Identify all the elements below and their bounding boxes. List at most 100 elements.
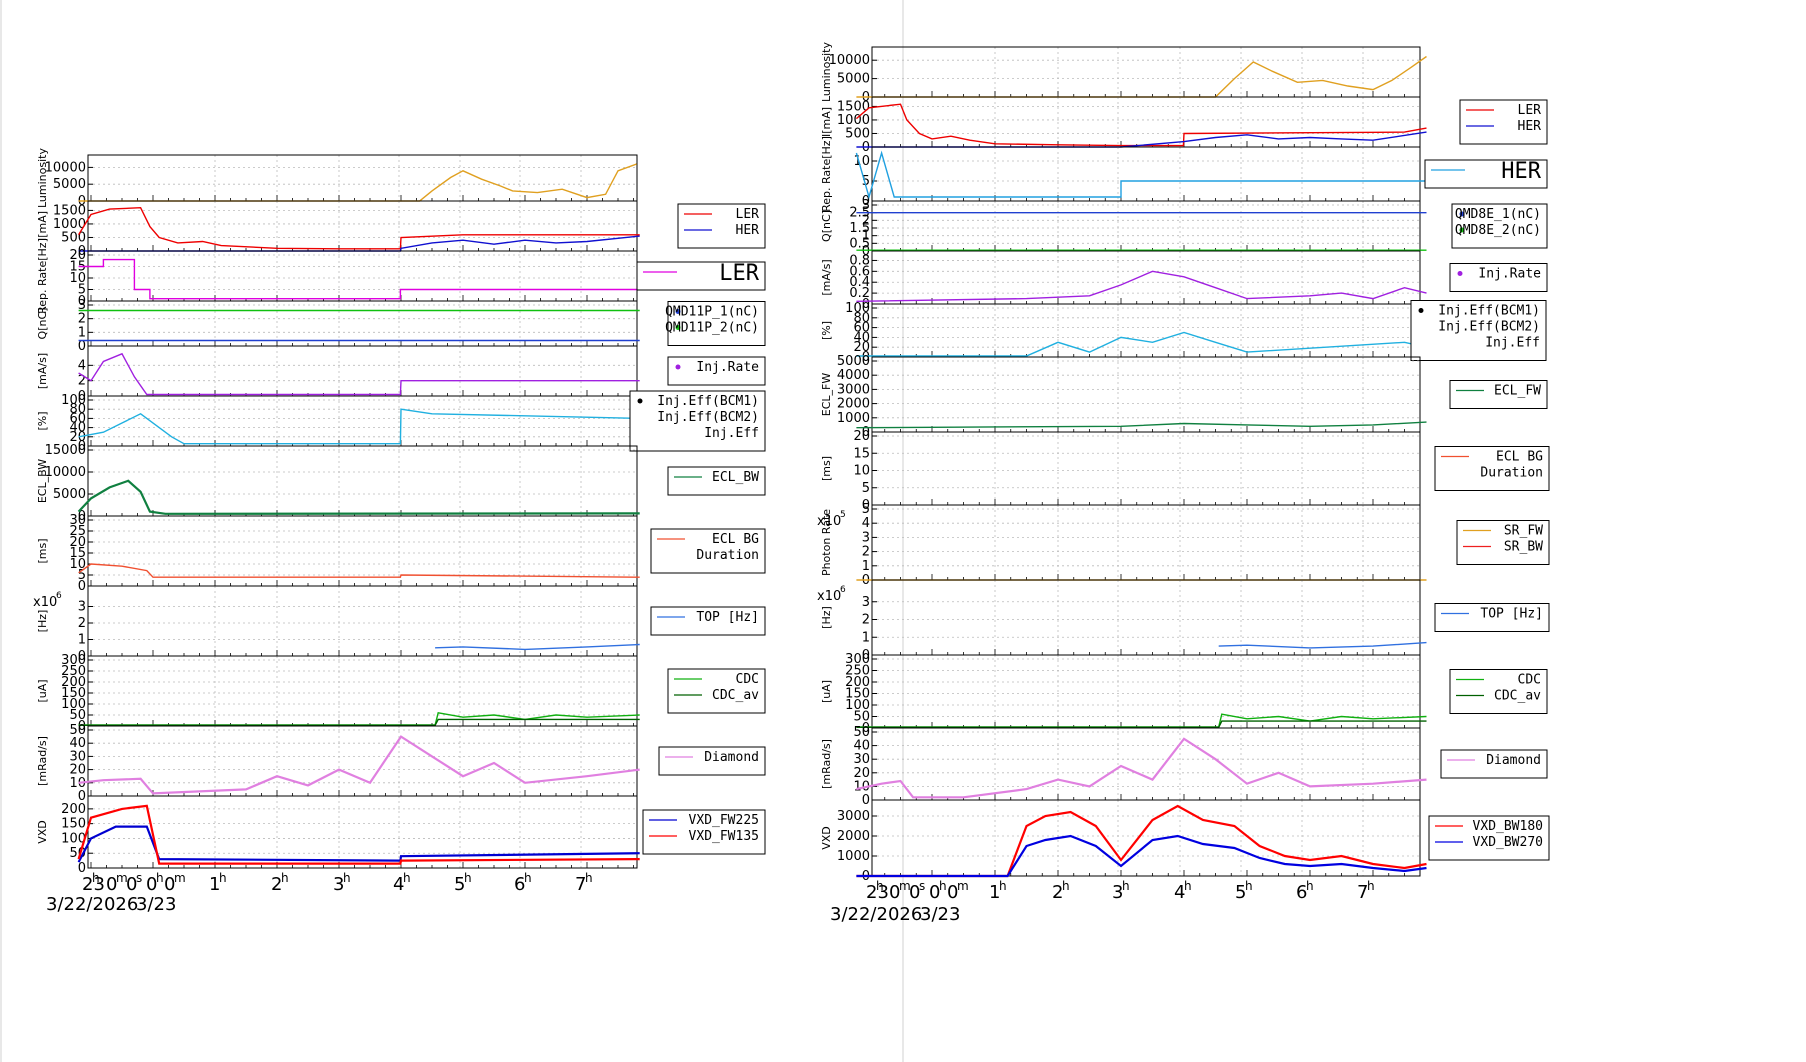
y-tick-label: 2 [78,312,86,327]
panel-5: 0.80.60.40.20 [mA/s] [820,250,1427,312]
x-tick-label: 0 [126,874,137,895]
series-line [856,131,1427,148]
y-axis-label: [Hz] [820,606,833,629]
legend-label: ECL BG [1496,450,1543,465]
y-tick-label: 30 [69,513,86,528]
series-line [78,718,640,726]
legend-label: LER [719,261,759,286]
y-tick-label: 1000 [837,411,870,426]
y-tick-label: 0 [78,389,86,404]
series-line [856,737,1427,799]
legend-box [1410,300,1547,361]
y-multiplier: x10 [817,514,841,529]
y-axis-label: ECL_BW [36,459,49,503]
legend-label: HER [1518,119,1542,134]
legend-label: VXD_BW270 [1473,835,1543,850]
legend-box [658,746,766,776]
x-tick-unit: h [524,871,532,885]
y-tick-label: 0.2 [849,286,870,301]
legend-label: LER [1518,103,1542,118]
legend-label: LER [736,207,760,222]
x-tick-label: 0 [106,874,117,895]
y-tick-label: 0.8 [849,253,870,268]
y-tick-label: 200 [845,675,870,690]
series-line [856,55,1427,98]
y-tick-label: 2 [862,213,870,228]
y-tick-label: 80 [853,311,870,326]
legend-label: Inj.Eff(BCM2) [1438,320,1540,335]
y-tick-label: 5 [78,568,86,583]
legend-label: Inj.Eff [1485,336,1540,351]
y-tick-label: 0.4 [849,275,870,290]
y-tick-label: 2 [78,374,86,389]
legend-label: TOP [Hz] [696,610,759,625]
series-line [77,804,640,865]
y-axis-label: [mA/s] [820,259,833,295]
legend-label: CDC_av [712,688,759,703]
y-tick-label: 10 [69,557,86,572]
y-multiplier: x10 [817,589,841,604]
x-tick-unit: m [174,871,186,885]
series-line [856,331,1427,357]
y-tick-label: 0 [862,425,870,440]
legend-panel-4: QMD11P_1(nC)QMD11P_2(nC) [665,301,766,346]
y-tick-label: 250 [845,664,870,679]
y-tick-label: 3000 [837,382,870,397]
legend-marker [675,309,681,314]
legend-box [1434,603,1550,632]
legend-label: CDC [736,672,759,687]
legend-label: TOP [Hz] [1480,607,1543,622]
y-tick-label: 80 [69,402,86,417]
legend-marker [1457,271,1463,276]
x-tick-label: 0 [909,882,920,903]
legend-box [1428,815,1550,861]
legend-label: Inj.Eff(BCM1) [1438,304,1540,319]
y-tick-label: 5 [862,502,870,517]
x-tick-label: 0 [146,874,157,895]
y-tick-label: 150 [845,687,870,702]
legend-box [667,466,766,496]
x-tick-unit: h [1184,879,1192,893]
y-axis-label: Rep. Rate[Hz] [820,136,833,212]
y-tick-label: 0 [862,297,870,312]
x-tick-unit: h [1245,879,1253,893]
y-tick-label: 1000 [837,113,870,128]
legend-label: VXD_BW180 [1473,819,1543,834]
y-multiplier: x10 [33,595,57,610]
series-line [856,804,1427,878]
y-tick-label: 10000 [829,53,870,68]
x-tick-label: 3 [1112,882,1123,903]
y-tick-label: 1000 [837,849,870,864]
legend-box [1434,446,1550,491]
y-tick-label: 1 [862,559,870,574]
legend-box [1451,203,1548,249]
y-tick-label: 500 [61,230,86,245]
y-tick-label: 25 [69,524,86,539]
legend-label: Duration [1480,466,1543,481]
y-tick-label: 100 [61,393,86,408]
y-axis-label: Rep. Rate[Hz] [36,238,49,314]
series-line [78,563,640,578]
legend-label: ECL_FW [1494,384,1541,399]
x-date-label: 3/22/2026 [830,904,922,925]
y-tick-label: 10000 [45,465,86,480]
y-tick-label: 5 [78,283,86,298]
y-tick-label: 1.5 [849,221,870,236]
x-tick-unit: h [876,879,884,893]
legend-box [629,390,766,452]
y-tick-label: 15 [69,260,86,275]
y-tick-label: 40 [69,421,86,436]
y-tick-label: 40 [853,330,870,345]
x-tick-label: 6 [1296,882,1307,903]
y-axis-label: [ms] [820,456,833,481]
legend-box [1449,669,1548,714]
y-tick-label: 0 [78,294,86,309]
y-tick-label: 3000 [837,809,870,824]
y-tick-label: 100 [845,698,870,713]
x-tick-unit: h [999,879,1007,893]
